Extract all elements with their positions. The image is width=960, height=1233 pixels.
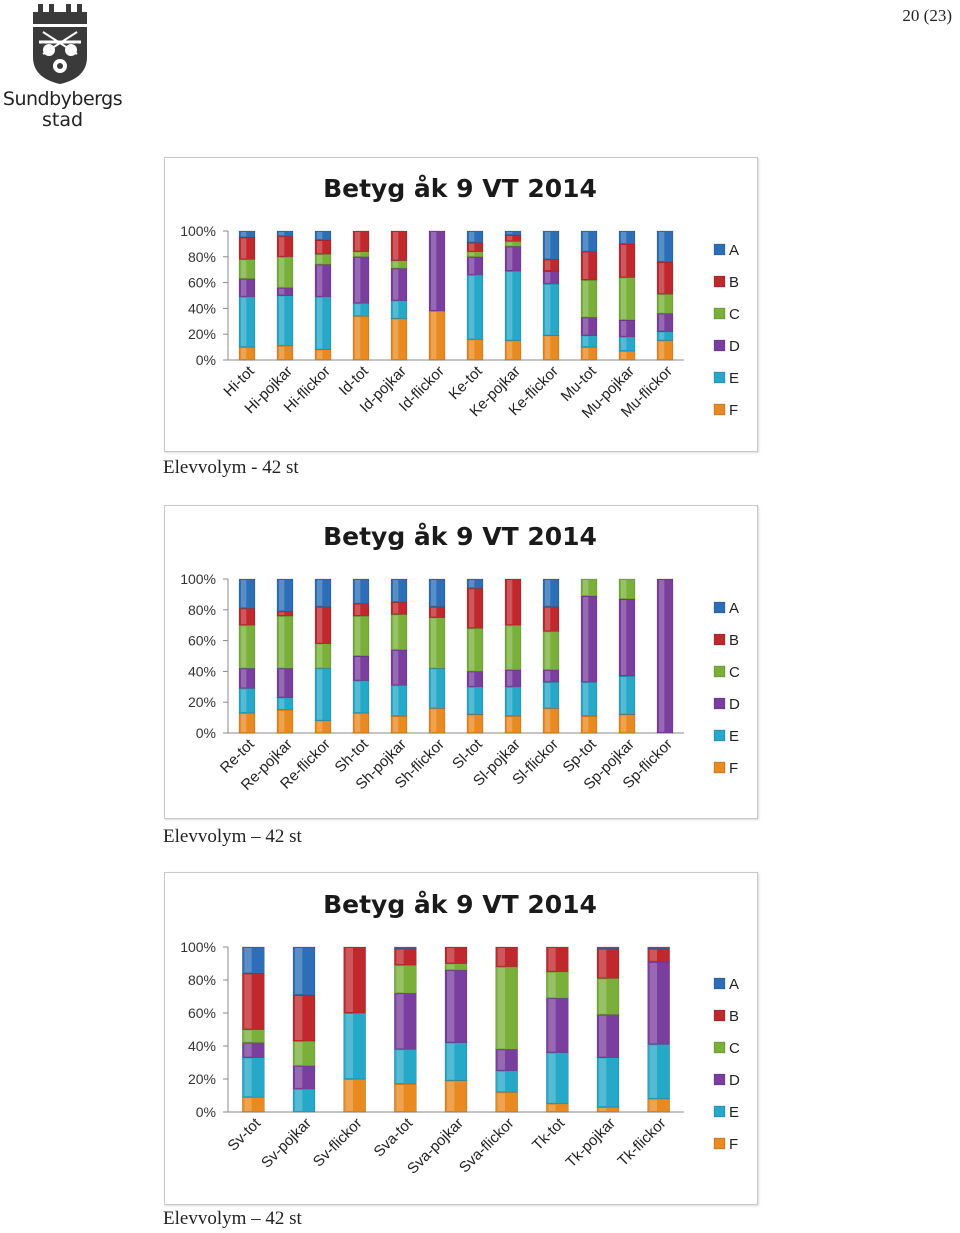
logo-text-line2: stad — [41, 109, 84, 131]
chart-1-caption: Elevvolym - 42 st — [163, 457, 299, 478]
chart-1-title: Betyg åk 9 VT 2014 — [323, 174, 597, 203]
chart-2-caption: Elevvolym – 42 st — [163, 826, 302, 847]
chart-2-frame — [164, 505, 758, 819]
chart-2-title: Betyg åk 9 VT 2014 — [323, 522, 597, 551]
chart-3-frame — [164, 872, 758, 1205]
chart-3-caption: Elevvolym – 42 st — [163, 1208, 302, 1229]
coat-of-arms-icon — [33, 4, 87, 84]
chart-3-title: Betyg åk 9 VT 2014 — [323, 890, 597, 919]
logo-text-line1: Sundbybergs — [2, 88, 123, 110]
page-number: 20 (23) — [902, 6, 952, 25]
city-logo: Sundbybergs stad — [0, 0, 125, 135]
